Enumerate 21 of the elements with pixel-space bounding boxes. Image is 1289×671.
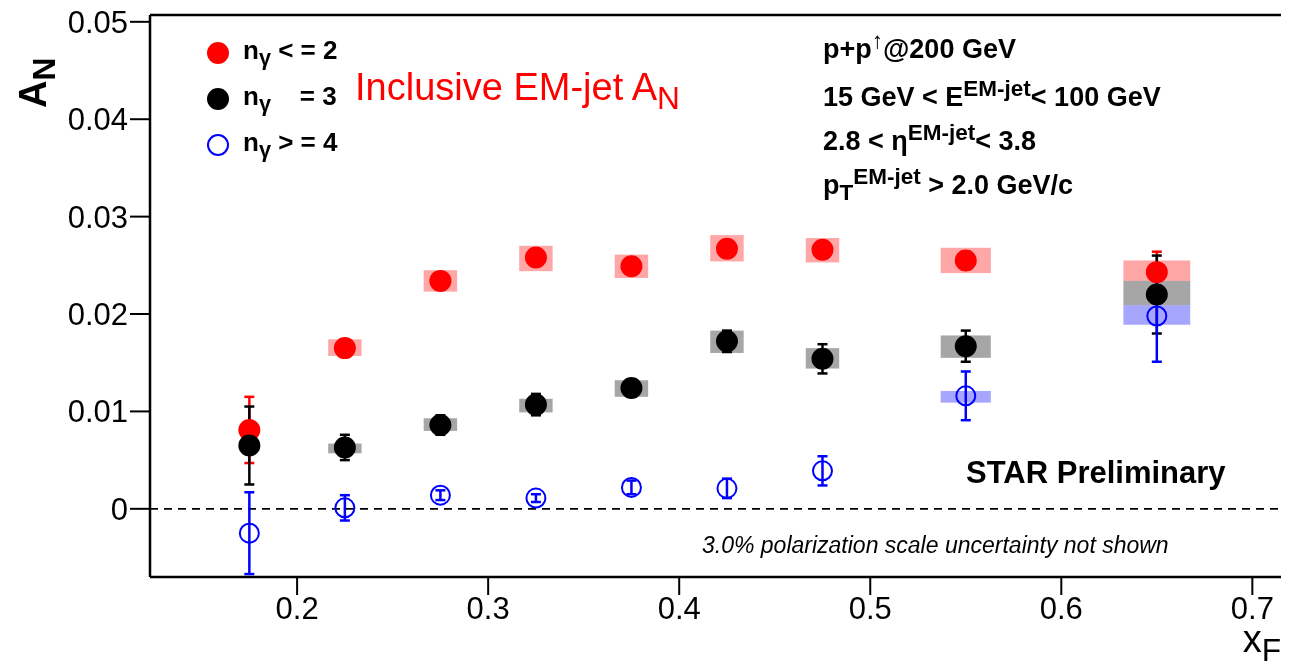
annotation: STAR Preliminary <box>966 455 1226 490</box>
y-tick-label: 0.02 <box>67 297 128 333</box>
legend-label: n$_{γ}$ < = 2 <box>243 34 338 72</box>
y-tick-label: 0.04 <box>67 102 128 138</box>
x-tick-label: 0.5 <box>848 591 892 627</box>
annotation: 15 GeV < E$^{EM-jet}$< 100 GeV <box>823 76 1161 112</box>
annotation: p$_{T}$$^{EM-jet}$ > 2.0 GeV/c <box>823 164 1074 206</box>
y-tick-label: 0.05 <box>67 4 128 40</box>
legend-label: n$_{γ}$ > = 4 <box>243 126 338 164</box>
x-tick-label: 0.3 <box>466 591 510 627</box>
annotation: Inclusive EM-jet A$_{N}$ <box>355 66 680 116</box>
x-tick-label: 0.4 <box>657 591 701 627</box>
annotation: p+p$^{↑}$@200 GeV <box>823 28 1016 64</box>
y-tick-label: 0.03 <box>67 199 128 235</box>
annotation: 3.0% polarization scale uncertainty not shown <box>702 532 1169 558</box>
annotation: 2.8 < η$^{EM-jet}$< 3.8 <box>823 120 1037 156</box>
y-tick-label: 0.01 <box>67 394 128 430</box>
x-tick-label: 0.2 <box>275 591 319 627</box>
text: n$_{γ}$ = 3 <box>243 80 337 117</box>
x-tick-label: 0.6 <box>1039 591 1083 627</box>
y-tick-label: 0 <box>110 491 128 527</box>
